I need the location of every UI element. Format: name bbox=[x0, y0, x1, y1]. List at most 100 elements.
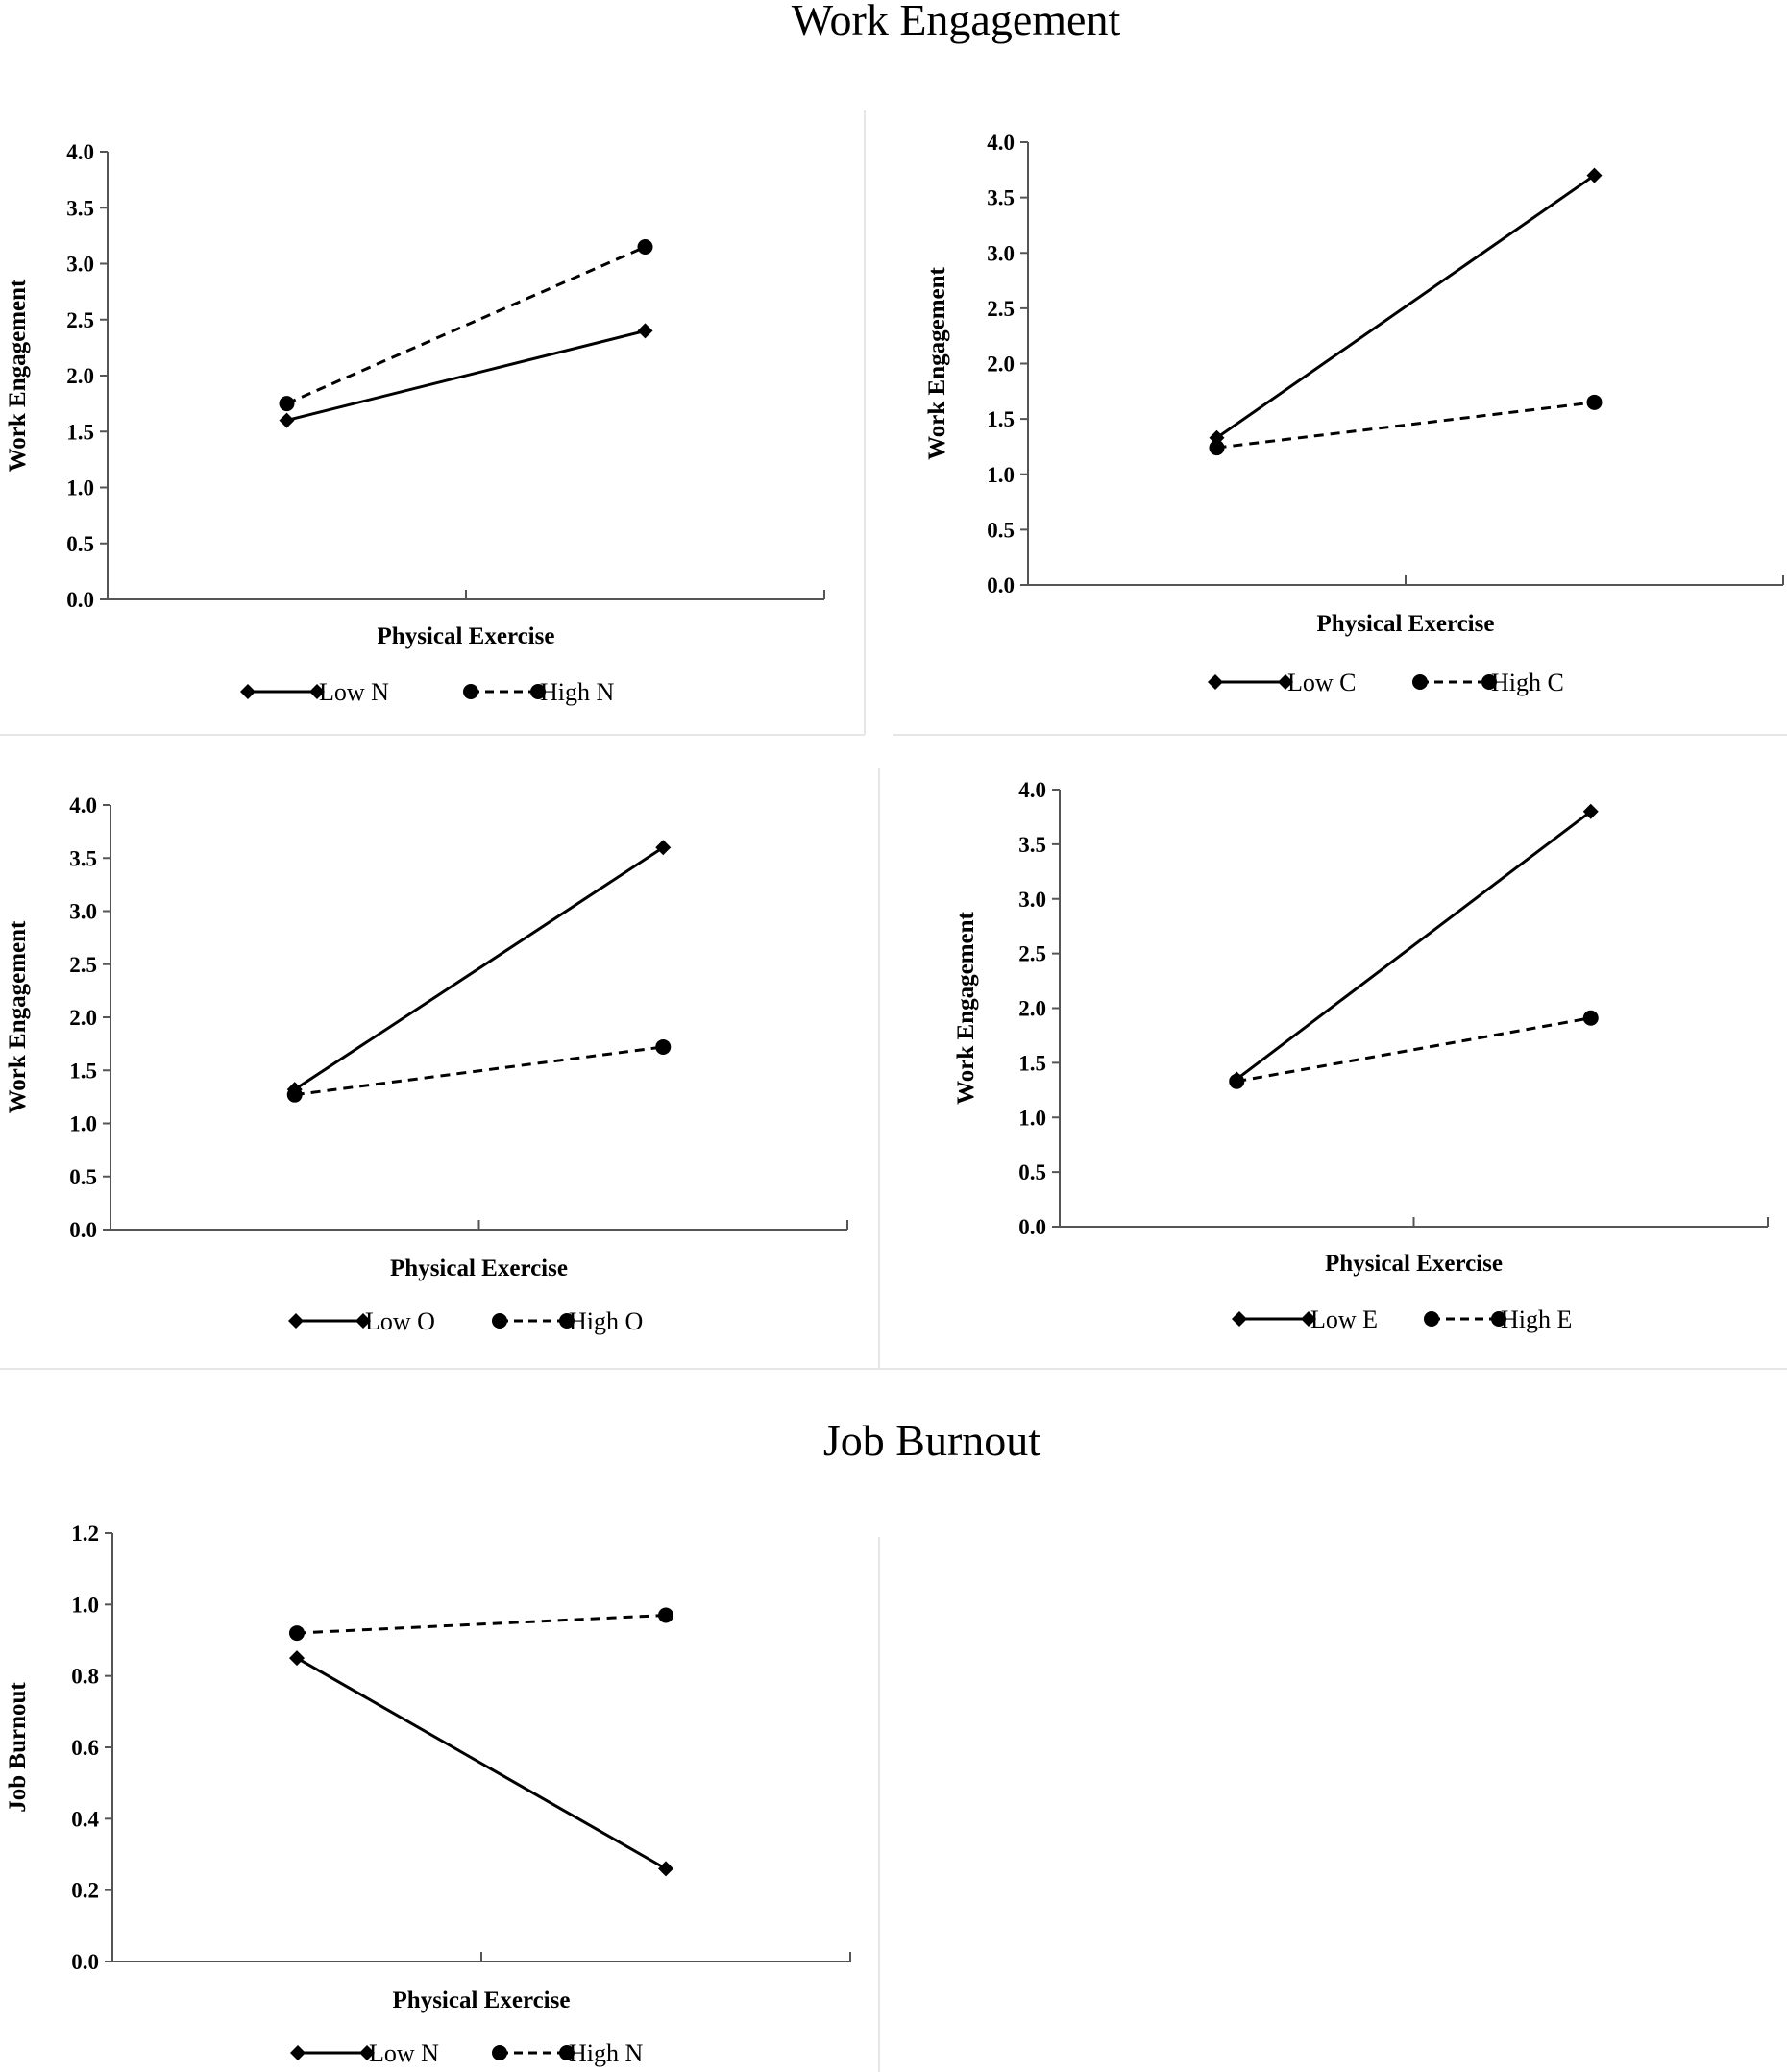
series-line-high-o bbox=[294, 1045, 664, 1097]
legend-label: High N bbox=[540, 678, 615, 706]
y-tick-label: 0.5 bbox=[69, 1165, 97, 1189]
data-point-marker bbox=[289, 1650, 305, 1667]
y-tick-label: 0.0 bbox=[987, 573, 1015, 597]
y-tick-label: 1.0 bbox=[987, 463, 1015, 487]
series-line-high-n bbox=[296, 1613, 667, 1635]
chart-panel-2: 0.0 0.5 1.0 1.5 2.0 2.5 3.0 3.5 4.0 Work Engageme… bbox=[924, 131, 1784, 696]
legend-label: Low O bbox=[365, 1307, 435, 1335]
y-tick-label: 0.8 bbox=[71, 1665, 99, 1689]
legend-marker bbox=[463, 684, 478, 699]
y-tick-label: 0.6 bbox=[71, 1736, 99, 1760]
chart-panel-3: 0.0 0.5 1.0 1.5 2.0 2.5 3.0 3.5 4.0 Work Engageme… bbox=[5, 793, 848, 1335]
data-point-marker bbox=[1209, 440, 1225, 456]
legend-label: Low N bbox=[319, 678, 389, 706]
series-line-low-e bbox=[1236, 810, 1592, 1081]
y-tick-label: 2.5 bbox=[66, 308, 94, 332]
legend-marker bbox=[1491, 1311, 1506, 1327]
y-axis-title: Work Engagement bbox=[924, 266, 950, 459]
job-burnout-section-title: Job Burnout bbox=[823, 1416, 1040, 1465]
y-tick-label: 3.5 bbox=[987, 186, 1015, 210]
data-point-marker bbox=[1229, 1073, 1245, 1089]
y-axis-title: Work Engagement bbox=[953, 911, 979, 1104]
y-tick-label: 2.5 bbox=[1018, 942, 1046, 966]
y-tick-label: 4.0 bbox=[1018, 778, 1046, 802]
chart-panel-1: 0.0 0.5 1.0 1.5 2.0 2.5 3.0 3.5 4.0 Work Engageme… bbox=[5, 140, 825, 706]
y-tick-label: 3.0 bbox=[66, 253, 94, 277]
legend-label: High N bbox=[569, 2039, 644, 2067]
legend-marker bbox=[1208, 674, 1223, 690]
legend-marker bbox=[1412, 674, 1428, 690]
series-line-low-n bbox=[296, 1656, 667, 1870]
y-axis-title: Job Burnout bbox=[5, 1682, 31, 1813]
series-line-high-n bbox=[285, 245, 647, 405]
y-tick-label: 3.0 bbox=[1018, 888, 1046, 912]
data-point-marker bbox=[658, 1861, 673, 1877]
y-tick-label: 0.0 bbox=[69, 1218, 97, 1242]
y-tick-label: 0.5 bbox=[66, 532, 94, 556]
y-tick-label: 4.0 bbox=[69, 793, 97, 817]
y-tick-label: 2.0 bbox=[69, 1006, 97, 1030]
legend-marker bbox=[1301, 1311, 1316, 1327]
y-tick-label: 1.2 bbox=[71, 1522, 99, 1546]
legend-marker bbox=[1481, 674, 1497, 690]
y-tick-label: 2.0 bbox=[1018, 997, 1046, 1021]
legend-marker bbox=[355, 1313, 371, 1329]
legend-label: High C bbox=[1491, 669, 1564, 696]
y-tick-label: 1.0 bbox=[1018, 1106, 1046, 1130]
data-point-marker bbox=[655, 1038, 672, 1055]
series-line-high-c bbox=[1216, 401, 1595, 450]
legend-marker bbox=[288, 1313, 304, 1329]
legend-label: Low C bbox=[1287, 669, 1357, 696]
legend-marker bbox=[559, 2045, 575, 2060]
legend-marker bbox=[492, 2045, 507, 2060]
legend-marker bbox=[240, 684, 256, 699]
x-axis-title: Physical Exercise bbox=[378, 623, 555, 649]
legend-label: High E bbox=[1501, 1305, 1572, 1333]
legend-marker bbox=[290, 2045, 306, 2060]
y-tick-label: 4.0 bbox=[987, 131, 1015, 155]
x-axis-title: Physical Exercise bbox=[393, 1987, 571, 2013]
y-tick-label: 2.5 bbox=[69, 953, 97, 977]
y-axis-title: Work Engagement bbox=[5, 279, 31, 472]
chart-panel-5: 0.0 0.2 0.4 0.6 0.8 1.0 1.2 Job Burnout Physical… bbox=[5, 1522, 851, 2067]
legend-label: High O bbox=[569, 1307, 643, 1335]
legend-marker bbox=[492, 1313, 507, 1329]
y-tick-label: 0.5 bbox=[1018, 1160, 1046, 1184]
legend-marker bbox=[309, 684, 325, 699]
y-tick-label: 2.5 bbox=[987, 297, 1015, 321]
x-axis-title: Physical Exercise bbox=[390, 1255, 568, 1281]
legend-marker bbox=[1278, 674, 1293, 690]
data-point-marker bbox=[1586, 167, 1603, 183]
x-axis-title: Physical Exercise bbox=[1317, 611, 1495, 637]
y-tick-label: 4.0 bbox=[66, 140, 94, 164]
data-point-marker bbox=[637, 323, 653, 339]
y-tick-label: 0.0 bbox=[71, 1950, 99, 1974]
y-tick-label: 1.0 bbox=[69, 1112, 97, 1136]
y-tick-label: 3.5 bbox=[69, 846, 97, 870]
y-tick-label: 3.5 bbox=[66, 196, 94, 220]
y-tick-label: 1.5 bbox=[987, 407, 1015, 431]
y-tick-label: 0.5 bbox=[987, 518, 1015, 542]
legend-marker bbox=[1424, 1311, 1439, 1327]
work-engagement-section-title: Work Engagement bbox=[792, 0, 1121, 44]
series-line-low-n bbox=[286, 329, 646, 423]
y-tick-label: 1.5 bbox=[66, 420, 94, 444]
legend-label: Low E bbox=[1310, 1305, 1378, 1333]
y-tick-label: 3.5 bbox=[1018, 833, 1046, 857]
data-point-marker bbox=[279, 412, 295, 428]
legend-marker bbox=[359, 2045, 375, 2060]
data-point-marker bbox=[1582, 1010, 1599, 1026]
y-tick-label: 1.5 bbox=[69, 1059, 97, 1083]
data-point-marker bbox=[1582, 803, 1599, 819]
data-point-marker bbox=[279, 396, 295, 412]
y-tick-label: 3.0 bbox=[987, 241, 1015, 265]
y-tick-label: 1.0 bbox=[71, 1593, 99, 1617]
series-line-low-o bbox=[293, 845, 665, 1091]
series-line-low-c bbox=[1215, 174, 1596, 439]
data-point-marker bbox=[658, 1607, 673, 1623]
y-axis-title: Work Engagement bbox=[5, 920, 31, 1113]
legend-marker bbox=[1232, 1311, 1247, 1327]
y-tick-label: 0.0 bbox=[1018, 1215, 1046, 1239]
y-tick-label: 2.0 bbox=[987, 353, 1015, 377]
